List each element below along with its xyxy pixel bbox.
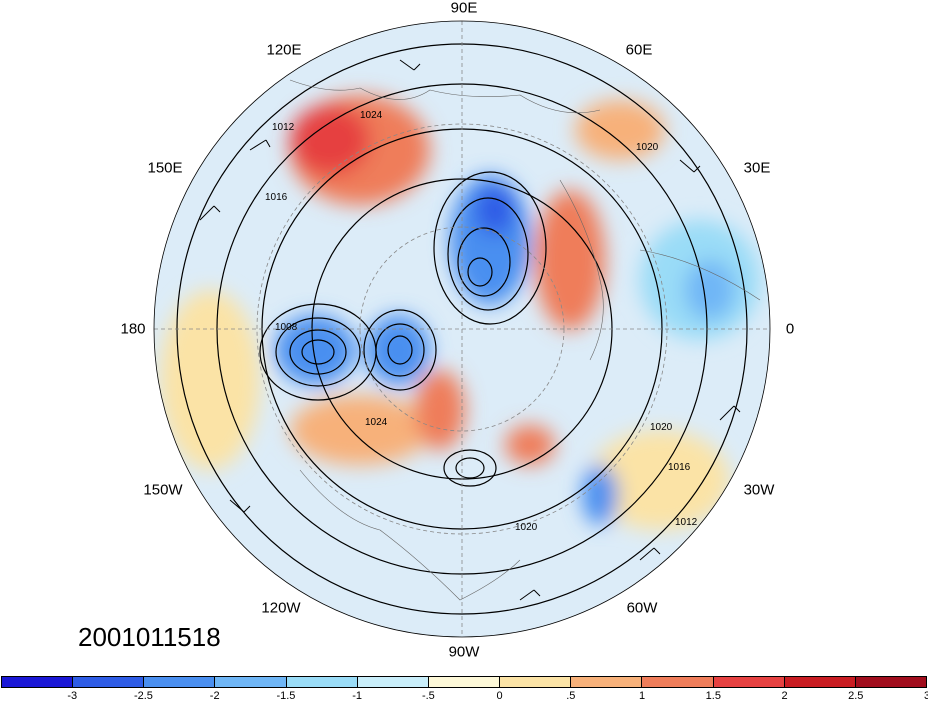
graticule — [154, 21, 770, 637]
wind-barbs — [199, 59, 741, 601]
contour-label-group: 1012 1016 1020 1024 1008 1020 1016 1012 … — [265, 110, 698, 533]
colorbar-segment — [642, 677, 714, 687]
colorbar-tick-label: 2 — [781, 690, 788, 702]
colorbar-tick-label: -2 — [209, 690, 220, 702]
contour-label: 1020 — [650, 422, 673, 433]
lon-label-120e: 120E — [266, 41, 302, 59]
colorbar-segment — [784, 677, 856, 687]
contour-label: 1020 — [636, 142, 659, 153]
colorbar-segment — [2, 677, 74, 687]
colorbar-tick-label: -.5 — [421, 690, 435, 702]
lon-label-0: 0 — [785, 320, 795, 338]
colorbar-segment — [215, 677, 287, 687]
colorbar-tick-label: 1 — [639, 690, 646, 702]
contour-label: 1012 — [675, 517, 698, 528]
colorbar-tick-label: -2.5 — [133, 690, 153, 702]
polar-map: 1012 1016 1020 1024 1008 1020 1016 1012 … — [153, 20, 771, 638]
colorbar-segment — [855, 677, 927, 687]
contour-label: 1024 — [360, 110, 383, 121]
lon-label-90w: 90W — [448, 643, 480, 661]
colorbar-segment — [500, 677, 572, 687]
contour-label: 1008 — [275, 322, 298, 333]
coastlines — [289, 79, 761, 601]
colorbar-segment — [428, 677, 501, 687]
colorbar-segment — [713, 677, 785, 687]
lon-label-150w: 150W — [143, 481, 183, 499]
colorbar-segment — [571, 677, 643, 687]
lon-label-120w: 120W — [261, 599, 301, 617]
map-border — [153, 20, 771, 638]
colorbar-tick-label: 0 — [496, 690, 503, 702]
lon-label-60e: 60E — [625, 41, 653, 59]
lon-label-60w: 60W — [626, 599, 658, 617]
colorbar-tick-label: .5 — [566, 690, 576, 702]
lon-label-150e: 150E — [147, 159, 183, 177]
lon-label-30e: 30E — [743, 159, 771, 177]
lon-label-90e: 90E — [450, 0, 478, 17]
colorbar-segment — [357, 677, 429, 687]
colorbar-tick-label: -1.5 — [276, 690, 296, 702]
timestamp-label: 2001011518 — [78, 622, 221, 652]
lon-label-180: 180 — [120, 320, 146, 338]
contour-label: 1020 — [515, 522, 538, 533]
colorbar-tick-label: 3 — [923, 690, 928, 702]
colorbar — [1, 676, 927, 688]
contour-label: 1024 — [365, 417, 388, 428]
colorbar-tick-label: -3 — [67, 690, 78, 702]
colorbar-segment — [286, 677, 358, 687]
colorbar-tick-label: -1 — [352, 690, 363, 702]
lon-label-30w: 30W — [743, 481, 775, 499]
contour-label: 1016 — [668, 462, 691, 473]
colorbar-segment — [144, 677, 216, 687]
colorbar-tick-label: 2.5 — [848, 690, 864, 702]
colorbar-segment — [73, 677, 145, 687]
colorbar-tick-label: 1.5 — [705, 690, 721, 702]
contour-label: 1016 — [265, 192, 288, 203]
contour-label: 1012 — [272, 122, 295, 133]
map-disk — [154, 21, 770, 637]
